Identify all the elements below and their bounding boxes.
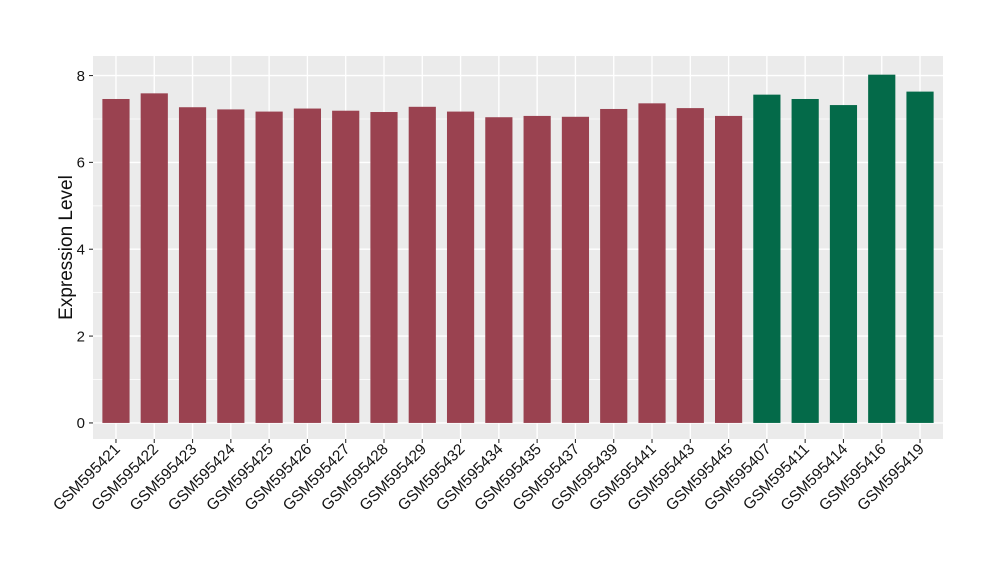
bar-GSM595428	[370, 112, 398, 423]
y-tick-label: 4	[77, 241, 85, 258]
bar-GSM595419	[906, 91, 934, 423]
bar-GSM595411	[791, 98, 819, 423]
y-tick-label: 2	[77, 328, 85, 345]
bar-GSM595423	[178, 107, 207, 423]
bar-GSM595437	[561, 116, 590, 423]
bar-GSM595429	[408, 106, 436, 423]
bar-GSM595421	[102, 98, 130, 423]
bar-GSM595443	[676, 108, 704, 423]
bar-GSM595434	[485, 117, 513, 423]
bar-GSM595426	[293, 108, 322, 423]
y-tick-label: 8	[77, 68, 85, 85]
bar-GSM595424	[217, 109, 245, 423]
bar-GSM595441	[638, 103, 666, 423]
bar-GSM595414	[829, 105, 858, 423]
bar-GSM595407	[753, 94, 781, 423]
bar-GSM595422	[140, 93, 168, 423]
bar-GSM595416	[868, 74, 896, 423]
bar-GSM595439	[600, 108, 628, 423]
bar-GSM595425	[255, 111, 283, 423]
bar-GSM595432	[446, 111, 475, 423]
bar-GSM595445	[714, 115, 743, 423]
bar-GSM595427	[332, 110, 360, 423]
y-tick-label: 0	[77, 415, 85, 432]
y-axis-title: Expression Level	[56, 175, 77, 320]
bar-GSM595435	[523, 115, 551, 423]
y-tick-label: 6	[77, 155, 85, 172]
